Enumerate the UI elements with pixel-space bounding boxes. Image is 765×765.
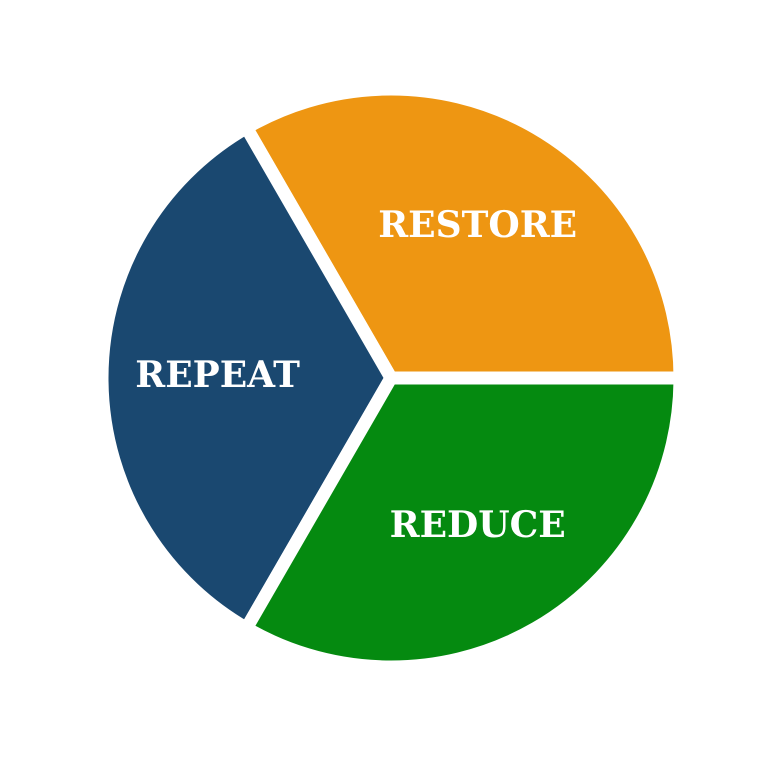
- pie-label-restore: RESTORE: [378, 204, 577, 246]
- pie-label-reduce: REDUCE: [390, 504, 566, 546]
- pie-slices: [95, 82, 687, 674]
- pie-labels: RESTORE REPEAT REDUCE: [135, 204, 577, 546]
- pie-slice-repeat: [95, 118, 399, 638]
- pie-label-repeat: REPEAT: [135, 354, 300, 396]
- pie-slice-reduce: [237, 371, 687, 674]
